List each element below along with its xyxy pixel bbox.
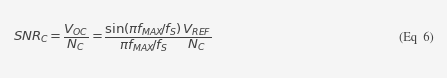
Text: (Eq  6): (Eq 6) (399, 31, 434, 44)
Text: $SNR_C = \dfrac{V_{OC}}{N_C} = \dfrac{\sin\!\left(\pi f_{MAX}\!/f_S\right)}{\pi : $SNR_C = \dfrac{V_{OC}}{N_C} = \dfrac{\s… (13, 21, 212, 54)
